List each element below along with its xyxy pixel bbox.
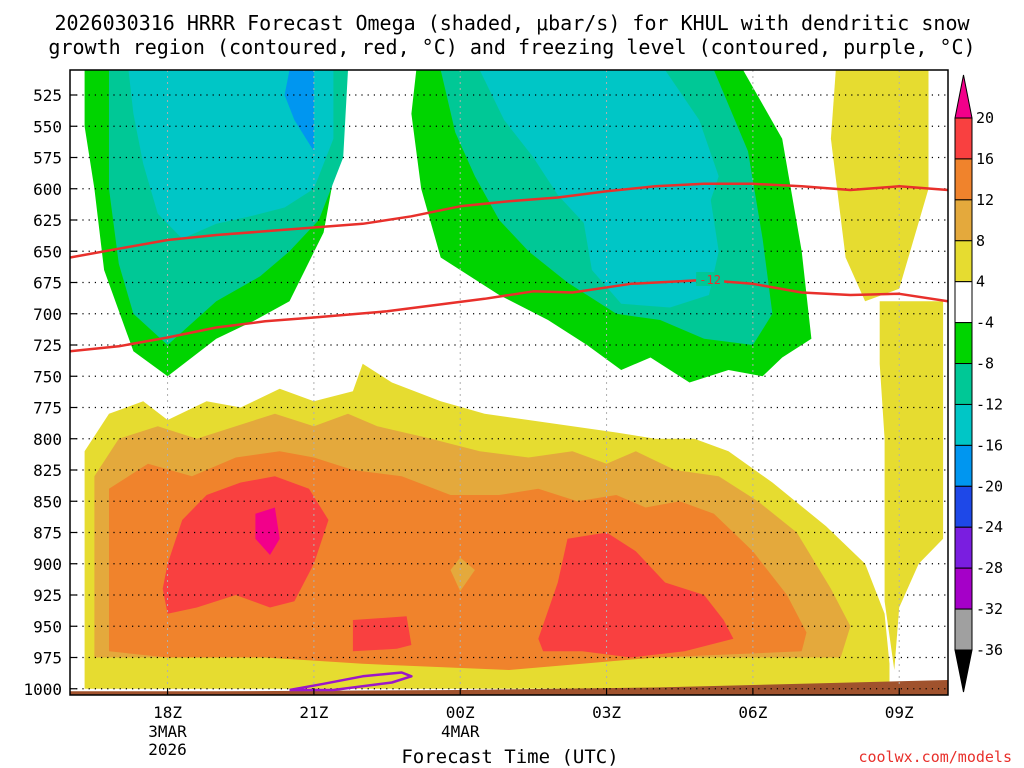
y-tick-label: 775 [33, 399, 62, 418]
colorbar-label: 20 [976, 109, 994, 127]
omega-region-9 [830, 70, 929, 302]
colorbar-top-triangle [954, 74, 973, 119]
y-tick-label: 825 [33, 461, 62, 480]
colorbar-swatch [954, 281, 973, 324]
y-tick-label: 725 [33, 336, 62, 355]
colorbar-swatch [954, 117, 973, 160]
colorbar-label: 8 [976, 232, 985, 250]
x-tick-label: 21Z [299, 703, 328, 722]
y-tick-label: 625 [33, 211, 62, 230]
chart-title-line2: growth region (contoured, red, °C) and f… [48, 35, 975, 59]
dendritic-contour [70, 182, 948, 259]
grid [70, 70, 948, 695]
colorbar-label: -36 [976, 641, 1003, 659]
y-tick-label: 875 [33, 524, 62, 543]
colorbar-label: -12 [976, 395, 1003, 413]
colorbar-label: -16 [976, 436, 1003, 454]
colorbar-label: -24 [976, 518, 1003, 536]
credit-text: coolwx.com/models [858, 748, 1012, 766]
y-tick-label: 750 [33, 367, 62, 386]
colorbar-swatch [954, 199, 973, 242]
y-tick-label: 850 [33, 492, 62, 511]
y-tick-label: 600 [33, 180, 62, 199]
colorbar-swatch [954, 322, 973, 365]
contour-label-bg [696, 272, 725, 286]
colorbar-label: 16 [976, 150, 994, 168]
x-tick-label: 00Z [446, 703, 475, 722]
colorbar-bottom-triangle [954, 649, 973, 693]
colorbar-label: -8 [976, 355, 994, 373]
x-tick-date: 3MAR [148, 722, 187, 741]
y-tick-label: 1000 [23, 680, 62, 699]
y-tick-label: 575 [33, 149, 62, 168]
plot-frame [69, 69, 949, 696]
x-tick-year: 2026 [148, 740, 187, 759]
x-tick-label: 18Z [153, 703, 182, 722]
chart-title-line1: 2026030316 HRRR Forecast Omega (shaded, … [54, 11, 970, 35]
omega-region-7 [284, 70, 314, 152]
y-tick-label: 525 [33, 86, 62, 105]
y-axis: 525 550 575 600 625 650 675 700 725 750 775 800 825 8… [23, 86, 77, 699]
y-tick-label: 925 [33, 586, 62, 605]
x-tick-label: 09Z [885, 703, 914, 722]
x-tick-label: 03Z [592, 703, 621, 722]
colorbar-label: 12 [976, 191, 994, 209]
colorbar-swatch [954, 567, 973, 610]
colorbar-label: 4 [976, 273, 985, 291]
colorbar-swatch [954, 608, 973, 651]
y-tick-label: 975 [33, 649, 62, 668]
y-tick-label: 700 [33, 305, 62, 324]
colorbar-swatch [954, 403, 973, 446]
colorbar-swatch [954, 485, 973, 528]
x-tick-date: 4MAR [441, 722, 480, 741]
freezing-level-contour [289, 671, 413, 692]
colorbar-swatch [954, 363, 973, 405]
y-tick-label: 800 [33, 430, 62, 449]
contour-lines: -12 [70, 182, 948, 692]
omega-region-4 [128, 70, 334, 239]
colorbar: 20 16 12 8 4 -4 -8 -12 -16 -20 -24 -28 -32 -36 [954, 74, 1003, 693]
omega-region-13 [162, 476, 329, 614]
dendritic-contour [70, 278, 948, 353]
y-tick-label: 550 [33, 117, 62, 136]
y-tick-label: 900 [33, 555, 62, 574]
omega-region-14 [352, 616, 412, 652]
colorbar-label: -32 [976, 600, 1003, 618]
x-axis-label: Forecast Time (UTC) [401, 746, 618, 768]
omega-region-16 [255, 507, 280, 555]
omega-region-10 [879, 301, 944, 670]
colorbar-swatch [954, 240, 973, 283]
colorbar-label: -4 [976, 314, 994, 332]
y-tick-label: 650 [33, 242, 62, 261]
omega-region-6 [582, 138, 719, 308]
colorbar-swatch [954, 444, 973, 487]
y-tick-label: 950 [33, 617, 62, 636]
omega-shading [70, 70, 948, 695]
colorbar-swatch [954, 158, 973, 201]
y-tick-label: 675 [33, 274, 62, 293]
colorbar-label: -28 [976, 559, 1003, 577]
x-tick-label: 06Z [738, 703, 767, 722]
colorbar-swatch [954, 526, 973, 569]
contour-label: -12 [699, 273, 721, 287]
omega-region-17 [450, 557, 475, 592]
colorbar-label: -20 [976, 477, 1003, 495]
